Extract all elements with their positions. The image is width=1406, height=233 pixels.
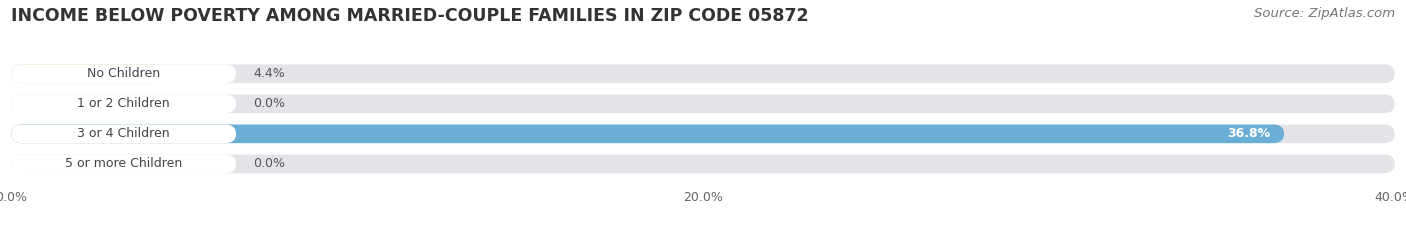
FancyBboxPatch shape: [11, 154, 1395, 173]
Text: 3 or 4 Children: 3 or 4 Children: [77, 127, 170, 140]
Text: 5 or more Children: 5 or more Children: [65, 157, 183, 170]
Text: 1 or 2 Children: 1 or 2 Children: [77, 97, 170, 110]
Text: 36.8%: 36.8%: [1227, 127, 1270, 140]
Text: 0.0%: 0.0%: [253, 97, 285, 110]
FancyBboxPatch shape: [11, 65, 163, 83]
FancyBboxPatch shape: [11, 124, 236, 143]
FancyBboxPatch shape: [11, 95, 1395, 113]
Text: INCOME BELOW POVERTY AMONG MARRIED-COUPLE FAMILIES IN ZIP CODE 05872: INCOME BELOW POVERTY AMONG MARRIED-COUPL…: [11, 7, 808, 25]
Text: 4.4%: 4.4%: [253, 67, 285, 80]
FancyBboxPatch shape: [11, 95, 236, 113]
Text: No Children: No Children: [87, 67, 160, 80]
FancyBboxPatch shape: [11, 154, 236, 173]
FancyBboxPatch shape: [11, 124, 1284, 143]
Text: 0.0%: 0.0%: [253, 157, 285, 170]
FancyBboxPatch shape: [11, 65, 1395, 83]
Text: Source: ZipAtlas.com: Source: ZipAtlas.com: [1254, 7, 1395, 20]
FancyBboxPatch shape: [11, 65, 236, 83]
FancyBboxPatch shape: [11, 124, 1395, 143]
